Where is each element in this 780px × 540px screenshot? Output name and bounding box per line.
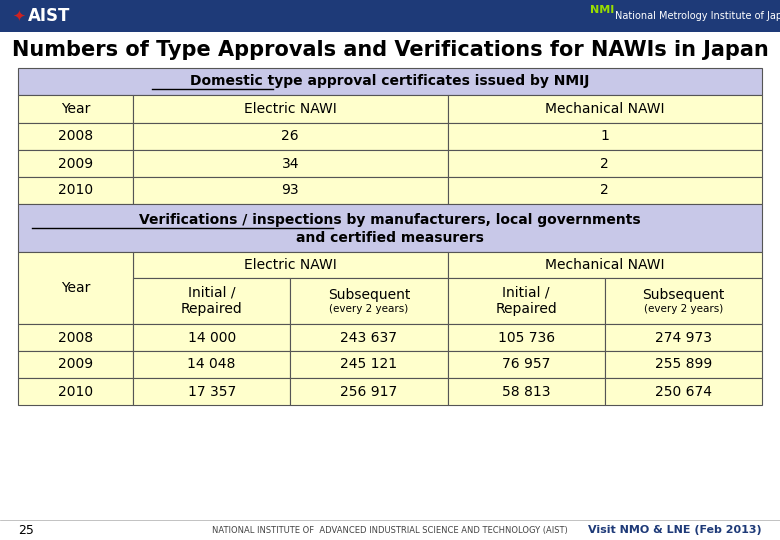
Bar (133, 177, 448, 204)
Text: 25: 25 (18, 523, 34, 537)
Text: 34: 34 (282, 157, 299, 171)
Bar (290, 378, 448, 405)
Text: Year: Year (61, 102, 90, 116)
Bar (448, 123, 762, 150)
Bar (448, 177, 762, 204)
Text: 105 736: 105 736 (498, 330, 555, 345)
Text: 243 637: 243 637 (340, 330, 397, 345)
Text: and certified measurers: and certified measurers (296, 231, 484, 245)
Bar (133, 123, 448, 150)
Text: (every 2 years): (every 2 years) (644, 304, 723, 314)
Bar (604, 378, 762, 405)
Bar (448, 278, 604, 324)
Bar (448, 95, 762, 123)
Text: NATIONAL INSTITUTE OF  ADVANCED INDUSTRIAL SCIENCE AND TECHNOLOGY (AIST): NATIONAL INSTITUTE OF ADVANCED INDUSTRIA… (212, 525, 568, 535)
Text: Verifications / inspections by manufacturers, local governments: Verifications / inspections by manufactu… (139, 213, 641, 227)
Text: 76 957: 76 957 (502, 357, 551, 372)
Text: Mechanical NAWI: Mechanical NAWI (545, 102, 665, 116)
Text: ✦: ✦ (12, 9, 25, 24)
Bar (604, 278, 762, 324)
Text: 2009: 2009 (58, 357, 93, 372)
Bar (290, 278, 448, 324)
Bar (18, 351, 133, 378)
Text: 2010: 2010 (58, 384, 93, 399)
Text: 2010: 2010 (58, 184, 93, 198)
Bar (133, 95, 448, 123)
Text: 58 813: 58 813 (502, 384, 551, 399)
Bar (604, 351, 762, 378)
Bar (0, 0, 780, 32)
Bar (133, 351, 290, 378)
Text: 256 917: 256 917 (340, 384, 398, 399)
Bar (18, 177, 133, 204)
Text: Mechanical NAWI: Mechanical NAWI (545, 258, 665, 272)
Text: 14 000: 14 000 (187, 330, 236, 345)
Bar (604, 324, 762, 351)
Text: Numbers of Type Approvals and Verifications for NAWIs in Japan: Numbers of Type Approvals and Verificati… (12, 40, 768, 60)
Text: 2008: 2008 (58, 130, 93, 144)
Text: 14 048: 14 048 (187, 357, 236, 372)
Text: National Metrology Institute of Japan: National Metrology Institute of Japan (615, 11, 780, 21)
Bar (18, 95, 133, 123)
Text: 255 899: 255 899 (654, 357, 712, 372)
Text: 2: 2 (601, 157, 609, 171)
Text: (every 2 years): (every 2 years) (329, 304, 409, 314)
Text: 250 674: 250 674 (655, 384, 712, 399)
Text: Subsequent: Subsequent (328, 288, 410, 302)
Text: 26: 26 (282, 130, 299, 144)
Text: 17 357: 17 357 (187, 384, 236, 399)
Bar (133, 378, 290, 405)
Text: Visit NMO & LNE (Feb 2013): Visit NMO & LNE (Feb 2013) (588, 525, 762, 535)
Bar (18, 123, 133, 150)
Text: Electric NAWI: Electric NAWI (244, 102, 337, 116)
Bar (448, 252, 762, 278)
Bar (18, 204, 762, 252)
Text: 1: 1 (601, 130, 609, 144)
Bar (133, 324, 290, 351)
Bar (18, 150, 133, 177)
Bar (18, 378, 133, 405)
Bar (133, 150, 448, 177)
Text: 245 121: 245 121 (340, 357, 398, 372)
Text: 2008: 2008 (58, 330, 93, 345)
Bar (448, 324, 604, 351)
Bar (290, 351, 448, 378)
Text: 274 973: 274 973 (655, 330, 712, 345)
Text: 93: 93 (282, 184, 299, 198)
Text: AIST: AIST (28, 7, 70, 25)
Text: Domestic type approval certificates issued by NMIJ: Domestic type approval certificates issu… (190, 75, 590, 89)
Text: Subsequent: Subsequent (642, 288, 725, 302)
Bar (133, 252, 448, 278)
Text: Electric NAWI: Electric NAWI (244, 258, 337, 272)
Bar (448, 351, 604, 378)
Bar (18, 324, 133, 351)
Bar (448, 378, 604, 405)
Text: NMI: NMI (590, 5, 615, 15)
Text: 2: 2 (601, 184, 609, 198)
Text: Initial /
Repaired: Initial / Repaired (181, 286, 243, 316)
Bar (133, 278, 290, 324)
Text: Year: Year (61, 281, 90, 295)
Text: Initial /
Repaired: Initial / Repaired (495, 286, 557, 316)
Bar (18, 252, 133, 324)
Bar (290, 324, 448, 351)
Bar (18, 68, 762, 95)
Text: 2009: 2009 (58, 157, 93, 171)
Bar (448, 150, 762, 177)
